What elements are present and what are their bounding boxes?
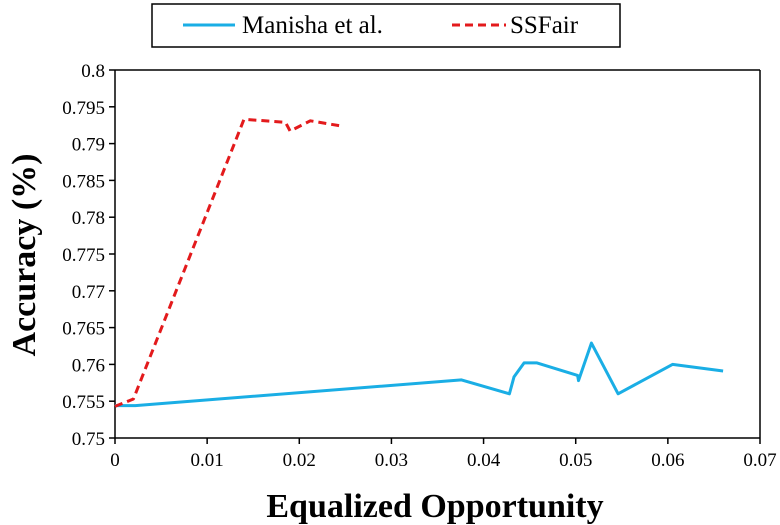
y-ticks: 0.75 0.755 0.76 0.765 0.77 0.775 0.78 0.785 0.79…: [62, 61, 115, 450]
x-tick-label: 0: [110, 450, 120, 471]
x-ticks: 0 0.01 0.02 0.03 0.04 0.05 0.06 0.07: [110, 438, 777, 471]
y-tick-label: 0.785: [62, 171, 105, 192]
x-tick-label: 0.01: [191, 450, 224, 471]
y-tick-label: 0.75: [72, 429, 105, 450]
legend-label-ssfair: SSFair: [510, 12, 579, 39]
y-tick-label: 0.765: [62, 319, 105, 340]
series-line-manisha-et-al: [115, 341, 724, 408]
series-line-ssfair: [114, 117, 342, 408]
y-tick-label: 0.77: [72, 282, 105, 303]
y-tick-label: 0.8: [81, 61, 105, 82]
x-tick-label: 0.07: [743, 450, 776, 471]
x-tick-label: 0.06: [651, 450, 684, 471]
y-tick-label: 0.78: [72, 208, 105, 229]
x-tick-label: 0.03: [375, 450, 408, 471]
x-axis-title: Equalized Opportunity: [266, 488, 603, 525]
y-tick-label: 0.76: [72, 355, 105, 376]
y-tick-label: 0.755: [62, 392, 105, 413]
x-tick-label: 0.05: [559, 450, 592, 471]
y-tick-label: 0.775: [62, 245, 105, 266]
y-tick-label: 0.79: [72, 135, 105, 156]
x-tick-label: 0.02: [283, 450, 316, 471]
x-tick-label: 0.04: [467, 450, 501, 471]
legend-label-manisha: Manisha et al.: [242, 12, 383, 39]
y-axis-title: Accuracy (%): [6, 154, 43, 357]
y-tick-label: 0.795: [62, 98, 105, 119]
series-layer: [114, 117, 724, 408]
legend: Manisha et al. SSFair: [151, 3, 621, 48]
